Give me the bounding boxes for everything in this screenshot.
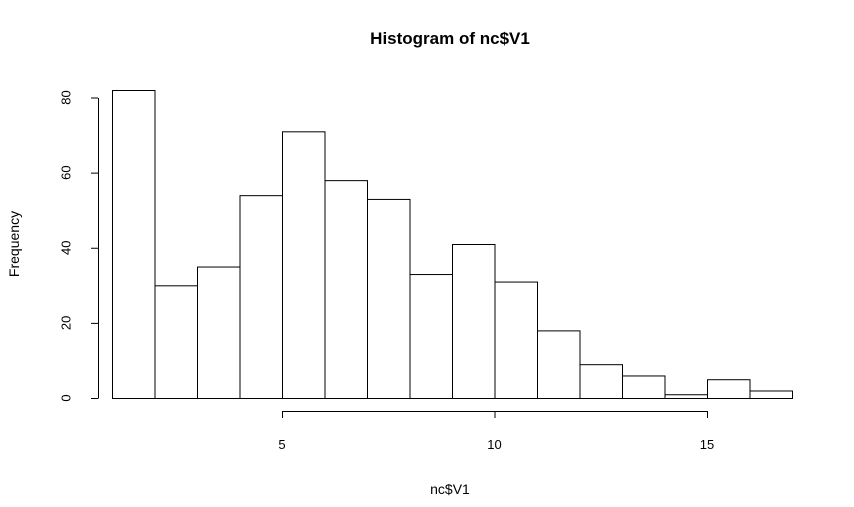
x-axis-label: nc$V1 xyxy=(430,481,470,497)
histogram-bar xyxy=(112,90,156,399)
x-tick-label: 5 xyxy=(278,437,285,452)
histogram-bar xyxy=(154,285,198,400)
x-tick-label: 10 xyxy=(487,437,501,452)
y-tick-label: 40 xyxy=(59,241,74,255)
y-axis-label: Frequency xyxy=(6,211,22,277)
y-tick-label: 0 xyxy=(59,394,74,401)
histogram-bar xyxy=(494,281,538,399)
x-axis: 5 10 15 xyxy=(278,411,714,452)
x-tick-label: 15 xyxy=(700,437,714,452)
histogram-bar xyxy=(239,195,283,399)
histogram-bar xyxy=(664,394,708,399)
histogram-bar xyxy=(197,266,241,399)
histogram-bar xyxy=(367,198,411,399)
y-tick-label: 60 xyxy=(59,165,74,179)
histogram-bar xyxy=(452,244,496,399)
histogram-bar xyxy=(622,375,666,399)
histogram-bar xyxy=(282,131,326,399)
histogram-bar xyxy=(579,364,623,400)
y-tick-label: 20 xyxy=(59,316,74,330)
y-axis: 0 20 40 60 80 xyxy=(59,90,99,402)
chart-title: Histogram of nc$V1 xyxy=(370,29,530,48)
histogram-bar xyxy=(537,330,581,400)
histogram-bar xyxy=(707,379,751,399)
histogram-bar xyxy=(324,180,368,399)
y-tick-label: 80 xyxy=(59,90,74,104)
histogram-bar xyxy=(749,390,793,399)
histogram-bar xyxy=(409,274,453,399)
bars-group xyxy=(112,90,793,400)
